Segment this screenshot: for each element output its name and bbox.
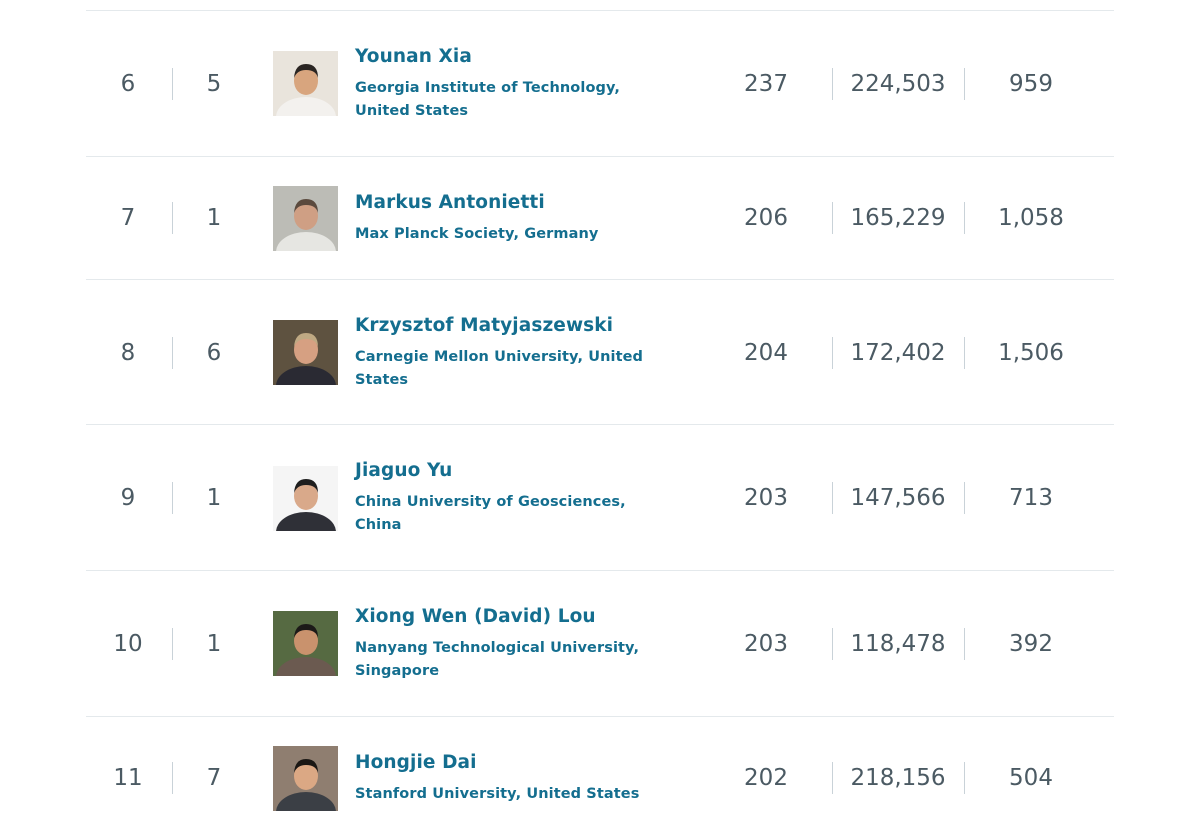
person-photo-icon [273,51,338,116]
column-divider [832,628,833,660]
previous-rank-cell: 1 [206,631,222,657]
column-divider [964,628,965,660]
column-divider [832,482,833,514]
affiliation-link[interactable]: Carnegie Mellon University, United State… [355,349,644,388]
column-divider [172,762,173,794]
table-row: 11 7 Hongjie Dai Stanford University, Un… [86,717,1114,832]
scientist-photo[interactable] [273,320,338,385]
previous-rank-cell: 7 [206,765,222,791]
h-index-cell: 203 [744,485,788,511]
column-divider [172,68,173,100]
rank-cell: 9 [120,485,136,511]
h-index-cell: 237 [744,71,788,97]
documents-cell: 1,058 [998,205,1064,231]
column-divider [832,762,833,794]
rank-cell: 7 [120,205,136,231]
scientist-photo[interactable] [273,466,338,531]
person-photo-icon [273,746,338,811]
column-divider [964,202,965,234]
rank-cell: 8 [120,340,136,366]
citations-cell: 218,156 [850,765,946,791]
h-index-cell: 204 [744,340,788,366]
scientist-name-link[interactable]: Markus Antonietti [355,192,545,213]
scientist-name-link[interactable]: Younan Xia [355,46,472,67]
person-photo-icon [273,611,338,676]
h-index-cell: 203 [744,631,788,657]
column-divider [832,337,833,369]
previous-rank-cell: 1 [206,205,222,231]
person-photo-icon [273,466,338,531]
citations-cell: 172,402 [850,340,946,366]
affiliation-link[interactable]: Max Planck Society, Germany [355,226,599,242]
previous-rank-cell: 1 [206,485,222,511]
scientist-photo[interactable] [273,746,338,811]
table-row: 8 6 Krzysztof Matyjaszewski Carnegie Mel… [86,280,1114,425]
citations-cell: 224,503 [850,71,946,97]
column-divider [832,202,833,234]
person-photo-icon [273,186,338,251]
column-divider [964,337,965,369]
table-row: 7 1 Markus Antonietti Max Planck Society… [86,157,1114,280]
previous-rank-cell: 6 [206,340,222,366]
h-index-cell: 202 [744,765,788,791]
affiliation-link[interactable]: Nanyang Technological University, Singap… [355,640,640,679]
column-divider [964,482,965,514]
column-divider [172,202,173,234]
documents-cell: 959 [1009,71,1053,97]
scientist-name-link[interactable]: Jiaguo Yu [355,460,453,481]
column-divider [172,337,173,369]
column-divider [964,762,965,794]
scientist-name-link[interactable]: Krzysztof Matyjaszewski [355,315,614,336]
citations-cell: 147,566 [850,485,946,511]
h-index-cell: 206 [744,205,788,231]
column-divider [832,68,833,100]
table-row: 9 1 Jiaguo Yu China University of Geosci… [86,425,1114,571]
rank-cell: 11 [113,765,143,791]
scientist-name-link[interactable]: Xiong Wen (David) Lou [355,606,596,627]
scientist-name-link[interactable]: Hongjie Dai [355,752,477,773]
previous-rank-cell: 5 [206,71,222,97]
table-top-divider [86,10,1114,11]
documents-cell: 504 [1009,765,1053,791]
rank-cell: 6 [120,71,136,97]
documents-cell: 1,506 [998,340,1064,366]
citations-cell: 165,229 [850,205,946,231]
citations-cell: 118,478 [850,631,946,657]
scientist-photo[interactable] [273,611,338,676]
affiliation-link[interactable]: Georgia Institute of Technology, United … [355,80,621,119]
person-photo-icon [273,320,338,385]
scientist-photo[interactable] [273,51,338,116]
affiliation-link[interactable]: China University of Geosciences, China [355,494,626,533]
documents-cell: 713 [1009,485,1053,511]
column-divider [964,68,965,100]
rank-cell: 10 [113,631,143,657]
table-row: 6 5 Younan Xia Georgia Institute of Tech… [86,11,1114,157]
scientist-photo[interactable] [273,186,338,251]
table-row: 10 1 Xiong Wen (David) Lou Nanyang Techn… [86,571,1114,717]
column-divider [172,482,173,514]
documents-cell: 392 [1009,631,1053,657]
column-divider [172,628,173,660]
affiliation-link[interactable]: Stanford University, United States [355,786,640,802]
